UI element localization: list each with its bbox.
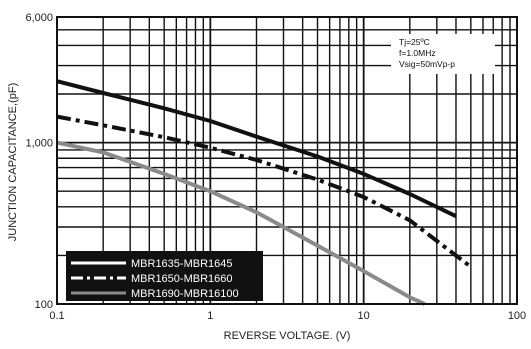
x-tick-label: 100: [508, 310, 526, 322]
annotation-freq: f=1.0MHz: [399, 48, 436, 58]
conditions-annotation: Tj=25ºC f=1.0MHz Vsig=50mVp-p: [391, 34, 495, 74]
series-line-2: [56, 140, 426, 306]
series-line-1: [56, 114, 473, 269]
series-layer: [56, 79, 473, 306]
annotation-vsig: Vsig=50mVp-p: [399, 59, 455, 69]
y-tick-labels: 100 1,000 6,000: [25, 12, 53, 311]
x-tick-label: 10: [358, 310, 370, 322]
x-tick-label: 1: [207, 310, 213, 322]
legend-label-mbr1650: MBR1650-MBR1660: [131, 273, 233, 285]
y-tick-label: 100: [35, 299, 53, 311]
annotation-tj: Tj=25ºC: [399, 37, 430, 47]
y-axis-title: JUNCTION CAPACITANCE,(pF): [7, 83, 19, 242]
y-tick-label: 1,000: [25, 138, 53, 150]
plot-frame: [56, 16, 518, 305]
x-tick-label: 0.1: [49, 310, 64, 322]
legend-label-mbr1690: MBR1690-MBR16100: [131, 288, 239, 300]
conditions-box-bg: [391, 34, 495, 74]
series-line-0: [56, 79, 457, 219]
x-tick-labels: 0.1 1 10 100: [49, 310, 526, 322]
legend: MBR1635-MBR1645 MBR1650-MBR1660 MBR1690-…: [66, 251, 263, 301]
y-tick-label: 6,000: [25, 12, 53, 24]
x-axis-title: REVERSE VOLTAGE. (V): [224, 330, 351, 342]
legend-label-mbr1635: MBR1635-MBR1645: [131, 258, 233, 270]
